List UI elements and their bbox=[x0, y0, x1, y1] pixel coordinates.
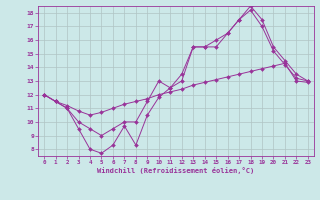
X-axis label: Windchill (Refroidissement éolien,°C): Windchill (Refroidissement éolien,°C) bbox=[97, 167, 255, 174]
